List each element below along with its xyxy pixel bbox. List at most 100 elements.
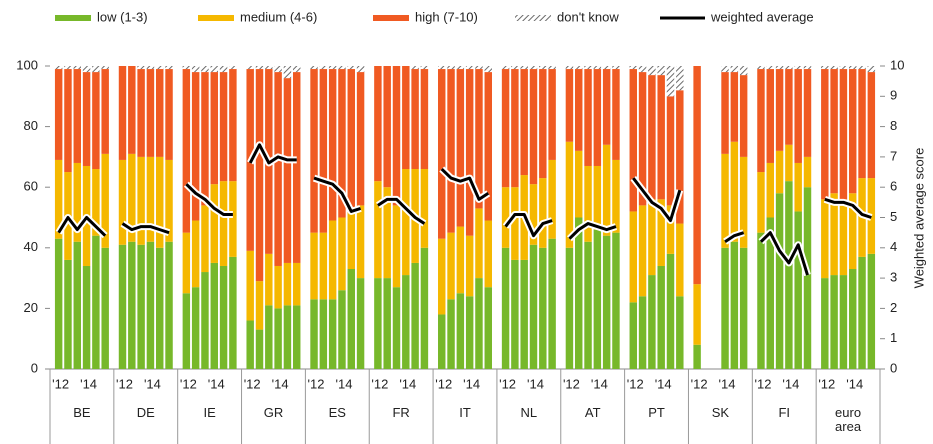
bar-segment — [529, 244, 538, 369]
bar-segment — [666, 205, 675, 254]
bar-segment — [246, 66, 254, 70]
bar-segment — [858, 66, 866, 70]
bar-segment — [374, 181, 382, 279]
bar-segment — [156, 247, 164, 369]
line — [377, 197, 426, 225]
bar-segment — [456, 293, 465, 369]
bar-segment — [347, 69, 355, 212]
bar-segment — [73, 241, 81, 369]
bar-segment — [657, 75, 665, 200]
line — [759, 231, 809, 276]
bar-segment — [165, 69, 173, 160]
bar-segment — [420, 66, 429, 70]
bar-segment — [219, 66, 228, 73]
bar-segment — [676, 223, 684, 297]
bar-segment — [92, 169, 100, 236]
bar-segment — [137, 244, 145, 369]
bar-segment — [821, 66, 829, 70]
bar-segment — [593, 69, 602, 166]
bar-segment — [839, 199, 848, 276]
y-tick-label: 60 — [24, 179, 38, 194]
bar-segment — [721, 72, 729, 154]
bar-segment — [638, 296, 647, 369]
bar-segment — [383, 278, 391, 369]
bar-segment — [101, 69, 109, 154]
bar-segment — [265, 305, 273, 369]
x-tick-label: '14 — [719, 376, 736, 391]
bar-segment — [64, 259, 72, 369]
bar-segment — [529, 69, 538, 185]
bar-segment — [338, 66, 346, 70]
bar-segment — [137, 66, 145, 70]
bar-segment — [867, 253, 876, 369]
y2-axis-title: Weighted average score — [911, 148, 926, 289]
y2-tick-label: 1 — [890, 330, 897, 345]
bar-segment — [638, 72, 647, 206]
bar-segment — [484, 66, 492, 73]
bar-segment — [657, 199, 665, 266]
bar-segment — [584, 66, 592, 70]
bar-segment — [411, 69, 419, 170]
y2-tick-label: 8 — [890, 118, 897, 133]
x-tick-label: '12 — [818, 376, 835, 391]
bar-segment — [511, 187, 519, 260]
bar-segment — [629, 302, 637, 369]
bar-segment — [411, 66, 419, 70]
bar-segment — [293, 305, 301, 369]
bar-segment — [475, 69, 483, 209]
x-tick-label: '12 — [754, 376, 771, 391]
bar-segment — [420, 247, 429, 369]
bar-segment — [438, 66, 446, 70]
bar-segment — [137, 156, 145, 245]
bar-segment — [319, 69, 328, 233]
bar-segment — [310, 299, 318, 369]
bar-segment — [101, 66, 109, 70]
line — [248, 143, 297, 165]
bar-segment — [612, 66, 620, 70]
bar-segment — [794, 162, 802, 212]
bar-segment — [693, 344, 701, 369]
bar-segment — [219, 181, 228, 266]
bar-segment — [420, 69, 429, 170]
bar-segment — [310, 69, 318, 233]
bar-segment — [484, 287, 492, 369]
bar-segment — [274, 308, 282, 369]
bar-segment — [438, 314, 446, 369]
bar-segment — [201, 272, 209, 369]
bar-segment — [565, 141, 574, 248]
bar-segment — [219, 265, 228, 369]
group-label: GR — [263, 405, 284, 420]
bar-segment — [82, 66, 91, 73]
bar-segment — [274, 265, 282, 309]
line — [57, 216, 107, 237]
group-label: FI — [778, 405, 790, 420]
bar-segment — [730, 241, 739, 369]
bar-segment — [201, 72, 209, 206]
bar-segment — [82, 265, 91, 369]
bar-segment — [766, 217, 774, 369]
bar-segment — [575, 150, 583, 218]
legend-swatch — [55, 15, 91, 21]
x-tick-label: '14 — [463, 376, 480, 391]
x-tick-label: '12 — [244, 376, 261, 391]
bar-segment — [657, 66, 665, 76]
bar-segment — [475, 278, 483, 369]
bar-segment — [347, 66, 355, 70]
bar-segment — [721, 247, 729, 369]
bar-segment — [146, 156, 155, 242]
bar-segment — [676, 296, 684, 369]
bar-segment — [402, 66, 410, 170]
bar-segment — [575, 69, 583, 151]
bar-segment — [739, 156, 748, 248]
bar-segment — [602, 144, 611, 236]
bar-segment — [794, 66, 802, 70]
bar-segment — [648, 199, 656, 276]
bar-segment — [693, 284, 701, 345]
bar-segment — [739, 66, 748, 76]
bar-segment — [356, 72, 365, 206]
bar-segment — [612, 232, 620, 369]
bar-segment — [775, 66, 784, 70]
bar-segment — [210, 66, 218, 73]
bar-segment — [849, 269, 857, 369]
bar-segment — [54, 238, 63, 369]
